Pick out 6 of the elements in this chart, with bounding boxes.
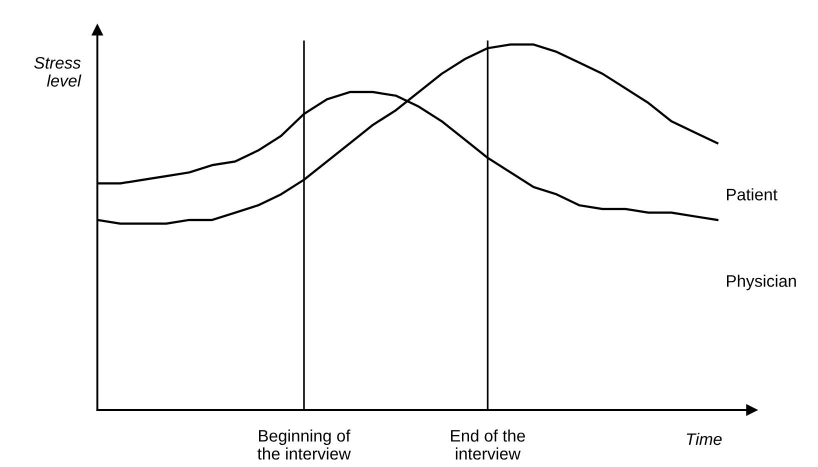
text: Physician bbox=[727, 274, 796, 290]
y-axis-title: Stress level bbox=[34, 56, 82, 87]
text: Patient bbox=[727, 188, 778, 200]
x-tick-label: End of the interview bbox=[451, 429, 525, 460]
x-axis-title: Time bbox=[686, 432, 722, 446]
x-tick-label: Beginning of the interview bbox=[257, 429, 351, 460]
